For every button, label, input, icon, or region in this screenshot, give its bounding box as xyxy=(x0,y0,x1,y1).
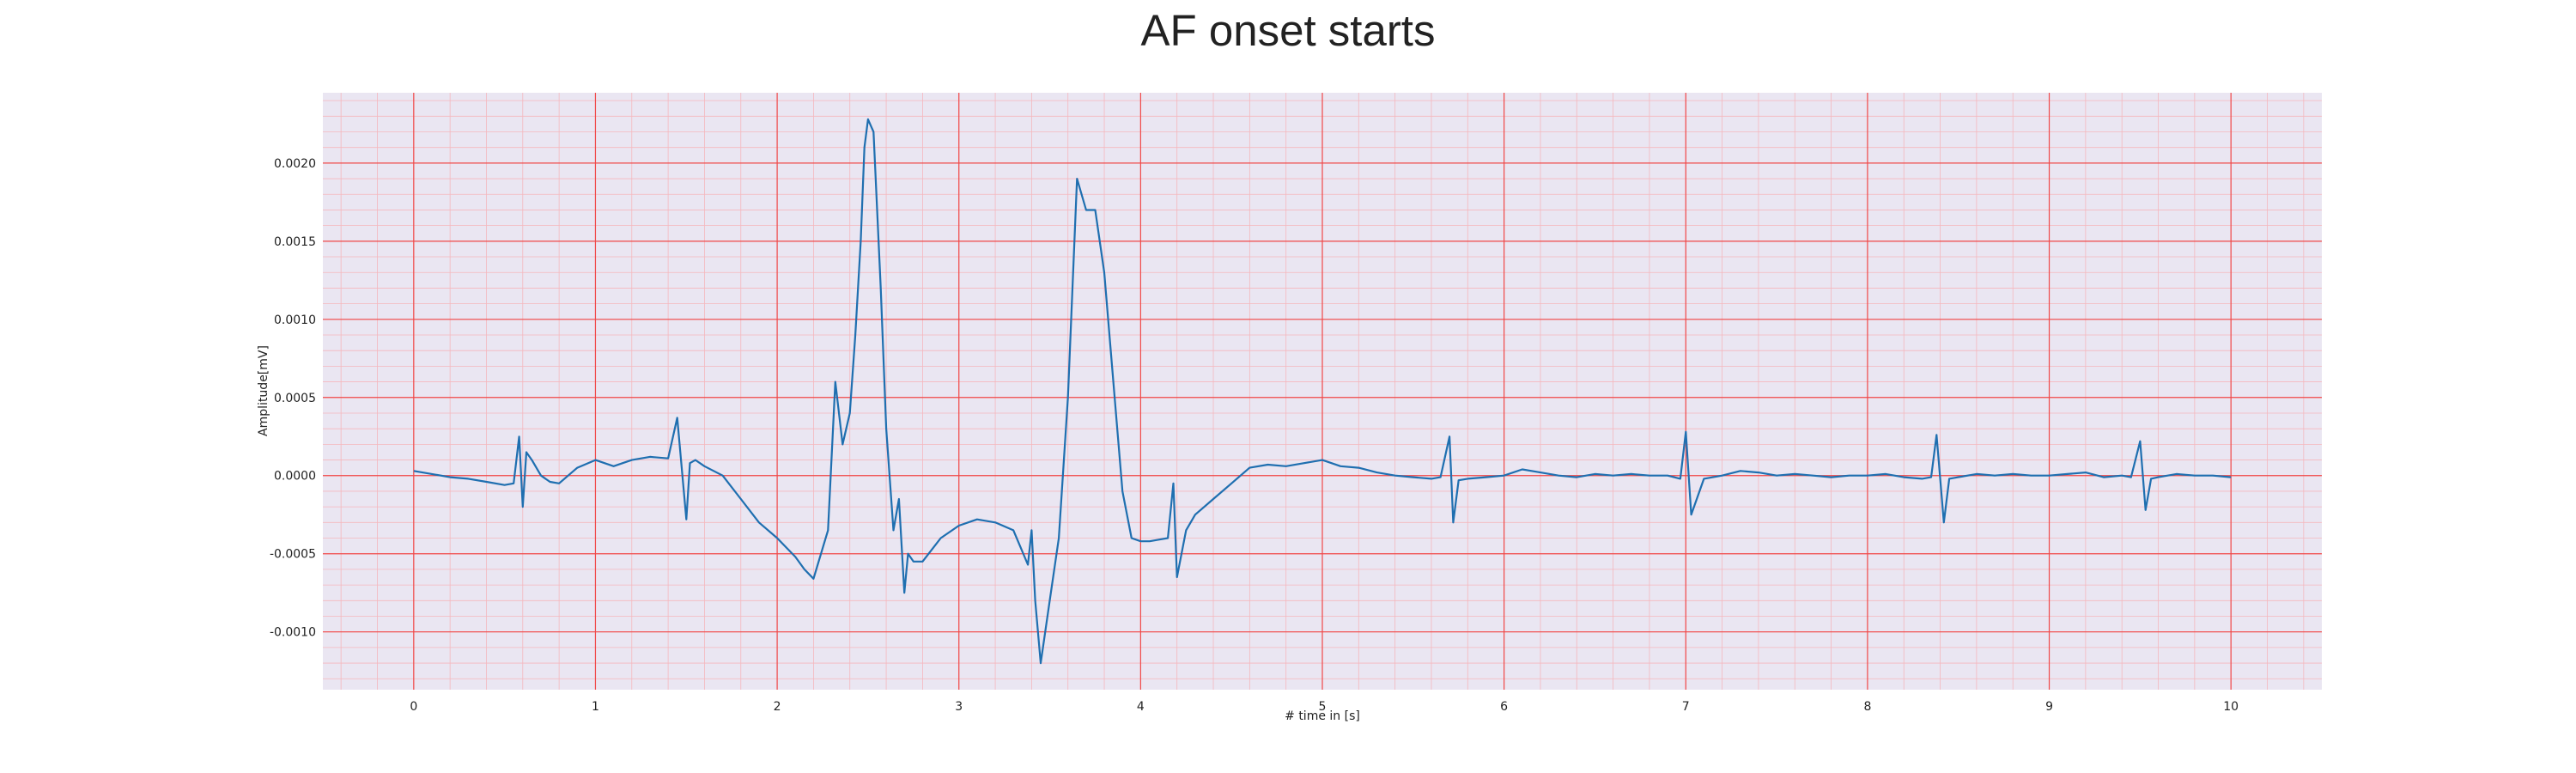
y-tick-label: 0.0000 xyxy=(274,470,316,484)
x-tick-label: 5 xyxy=(1319,700,1327,714)
y-tick-label: -0.0005 xyxy=(270,548,316,562)
x-tick-label: 10 xyxy=(2223,700,2239,714)
x-axis-label: # time in [s] xyxy=(1285,709,1360,723)
y-tick-label: 0.0020 xyxy=(274,157,316,171)
y-tick-label: -0.0010 xyxy=(270,626,316,640)
y-tick-label: 0.0015 xyxy=(274,235,316,249)
x-tick-labels: 0 1 2 3 4 5 6 7 8 9 10 xyxy=(410,700,2239,714)
x-tick-label: 1 xyxy=(592,700,599,714)
x-tick-label: 6 xyxy=(1500,700,1508,714)
y-axis-label: Amplitude[mV] xyxy=(257,345,270,436)
x-tick-label: 0 xyxy=(410,700,417,714)
y-tick-label: 0.0010 xyxy=(274,313,316,327)
y-tick-labels: -0.0010 -0.0005 0.0000 0.0005 0.0010 0.0015 0.… xyxy=(270,157,316,640)
chart-title: AF onset starts xyxy=(1140,6,1436,55)
x-tick-label: 4 xyxy=(1137,700,1145,714)
x-tick-label: 9 xyxy=(2045,700,2053,714)
x-tick-label: 3 xyxy=(955,700,963,714)
x-tick-label: 7 xyxy=(1682,700,1690,714)
signal-line xyxy=(413,118,2232,665)
x-tick-label: 2 xyxy=(774,700,781,714)
major-grid xyxy=(323,93,2322,690)
x-tick-label: 8 xyxy=(1863,700,1871,714)
y-tick-label: 0.0005 xyxy=(274,392,316,405)
